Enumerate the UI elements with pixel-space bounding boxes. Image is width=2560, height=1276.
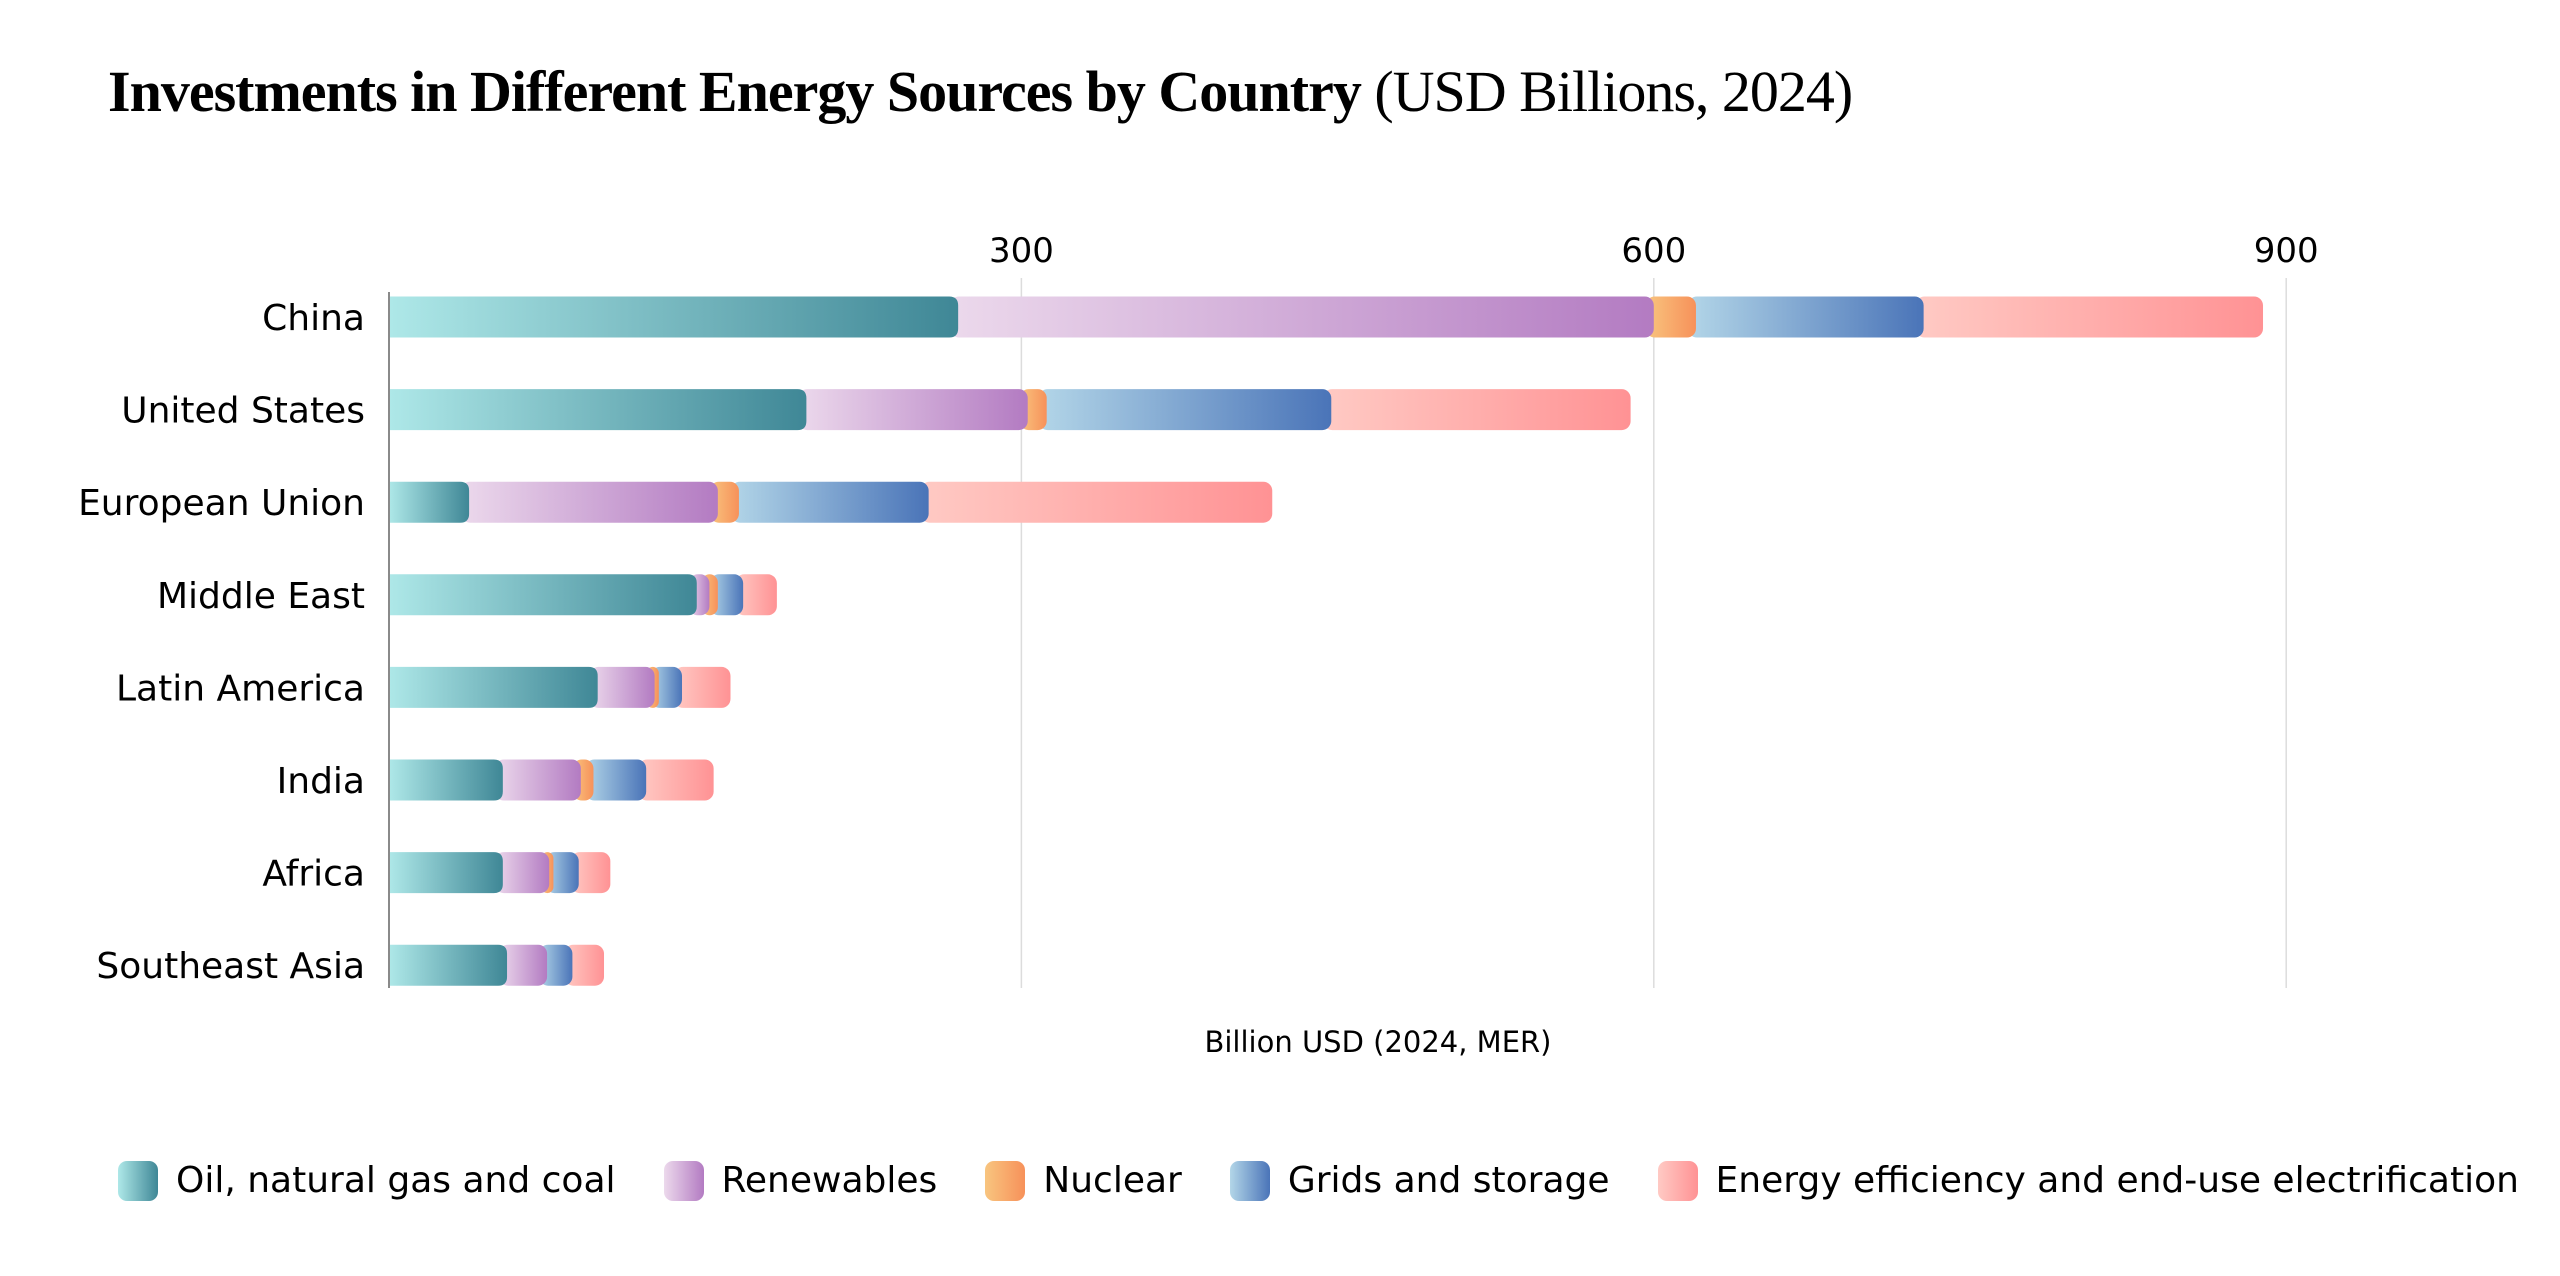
category-label: Latin America <box>116 668 365 709</box>
category-label: United States <box>121 391 365 432</box>
x-tick-labels: 300 600 900 <box>989 231 2319 271</box>
bar-segment-energy-efficiency-and-end-use-electrification <box>570 852 611 894</box>
x-tick-label: 600 <box>1621 231 1686 271</box>
bar-segment-oil-natural-gas-and-coal <box>389 852 503 894</box>
bar-segment-grids-and-storage <box>1687 296 1924 338</box>
bar-row-india <box>389 759 714 801</box>
bar-segment-grids-and-storage <box>539 944 573 986</box>
bars <box>389 296 2264 986</box>
bar-segment-energy-efficiency-and-end-use-electrification <box>638 759 714 801</box>
legend-item-energy-efficiency-and-end-use-electrification: Energy efficiency and end-use electrific… <box>1657 1160 2519 1201</box>
x-tick-label: 300 <box>989 231 1054 271</box>
bar-segment-renewables <box>798 389 1028 431</box>
bar-segment-grids-and-storage <box>709 574 744 616</box>
legend-swatch <box>1229 1160 1270 1201</box>
chart-title: Investments in Different Energy Sources … <box>108 58 1853 125</box>
x-axis-title: Billion USD (2024, MER) <box>1204 1025 1551 1059</box>
bar-segment-renewables <box>499 944 548 986</box>
bar-row-southeast-asia <box>389 944 605 986</box>
bar-segment-oil-natural-gas-and-coal <box>389 296 959 338</box>
bar-row-africa <box>389 852 611 894</box>
bar-segment-oil-natural-gas-and-coal <box>389 944 508 986</box>
legend-item-oil-natural-gas-and-coal: Oil, natural gas and coal <box>118 1160 616 1201</box>
bar-segment-energy-efficiency-and-end-use-electrification <box>1915 296 2264 338</box>
bar-segment-energy-efficiency-and-end-use-electrification <box>564 944 605 986</box>
gridlines <box>1020 278 2287 988</box>
category-label: Southeast Asia <box>96 946 365 987</box>
bar-row-latin-america <box>389 666 731 708</box>
x-tick-label: 900 <box>2254 231 2319 271</box>
legend-item-nuclear: Nuclear <box>985 1160 1182 1201</box>
bar-segment-renewables <box>461 481 718 523</box>
category-label: China <box>262 298 365 339</box>
bar-row-china <box>389 296 2264 338</box>
legend-label: Renewables <box>721 1160 938 1201</box>
legend: Oil, natural gas and coal Renewables Nucle… <box>118 1160 2560 1201</box>
legend-swatch <box>663 1160 704 1201</box>
bar-segment-energy-efficiency-and-end-use-electrification <box>920 481 1273 523</box>
bar-segment-energy-efficiency-and-end-use-electrification <box>735 574 777 616</box>
bar-segment-oil-natural-gas-and-coal <box>389 481 470 523</box>
bar-segment-renewables <box>589 666 655 708</box>
category-label: India <box>277 761 365 802</box>
category-label: European Union <box>78 483 365 524</box>
legend-label: Grids and storage <box>1287 1160 1610 1201</box>
bar-segment-renewables <box>494 852 550 894</box>
bar-segment-renewables <box>494 759 581 801</box>
bar-segment-energy-efficiency-and-end-use-electrification <box>1323 389 1631 431</box>
bar-segment-oil-natural-gas-and-coal <box>389 666 598 708</box>
legend-swatch <box>118 1160 158 1201</box>
bar-segment-energy-efficiency-and-end-use-electrification <box>674 666 731 708</box>
legend-label: Oil, natural gas and coal <box>176 1160 616 1201</box>
bar-row-united-states <box>389 389 1631 431</box>
category-label: Middle East <box>157 576 365 617</box>
legend-swatch <box>1657 1160 1698 1201</box>
bar-segment-grids-and-storage <box>730 481 929 523</box>
legend-swatch <box>985 1160 1026 1201</box>
bar-segment-renewables <box>950 296 1654 338</box>
legend-item-grids-and-storage: Grids and storage <box>1229 1160 1610 1201</box>
chart-subtitle: (USD Billions, 2024) <box>1374 59 1853 124</box>
chart-title-main: Investments in Different Energy Sources … <box>108 59 1362 124</box>
bar-segment-oil-natural-gas-and-coal <box>389 574 697 616</box>
bar-row-european-union <box>389 481 1273 523</box>
bar-segment-oil-natural-gas-and-coal <box>389 389 807 431</box>
bar-segment-grids-and-storage <box>545 852 579 894</box>
bar-segment-oil-natural-gas-and-coal <box>389 759 503 801</box>
bar-segment-grids-and-storage <box>585 759 647 801</box>
bar-segment-grids-and-storage <box>1038 389 1332 431</box>
legend-item-renewables: Renewables <box>663 1160 938 1201</box>
bar-segment-nuclear <box>1645 296 1696 338</box>
category-labels: China United States European Union Middle E… <box>78 298 365 987</box>
legend-label: Nuclear <box>1043 1160 1182 1201</box>
legend-label: Energy efficiency and end-use electrific… <box>1715 1160 2519 1201</box>
bar-row-middle-east <box>389 574 777 616</box>
category-label: Africa <box>262 854 365 895</box>
